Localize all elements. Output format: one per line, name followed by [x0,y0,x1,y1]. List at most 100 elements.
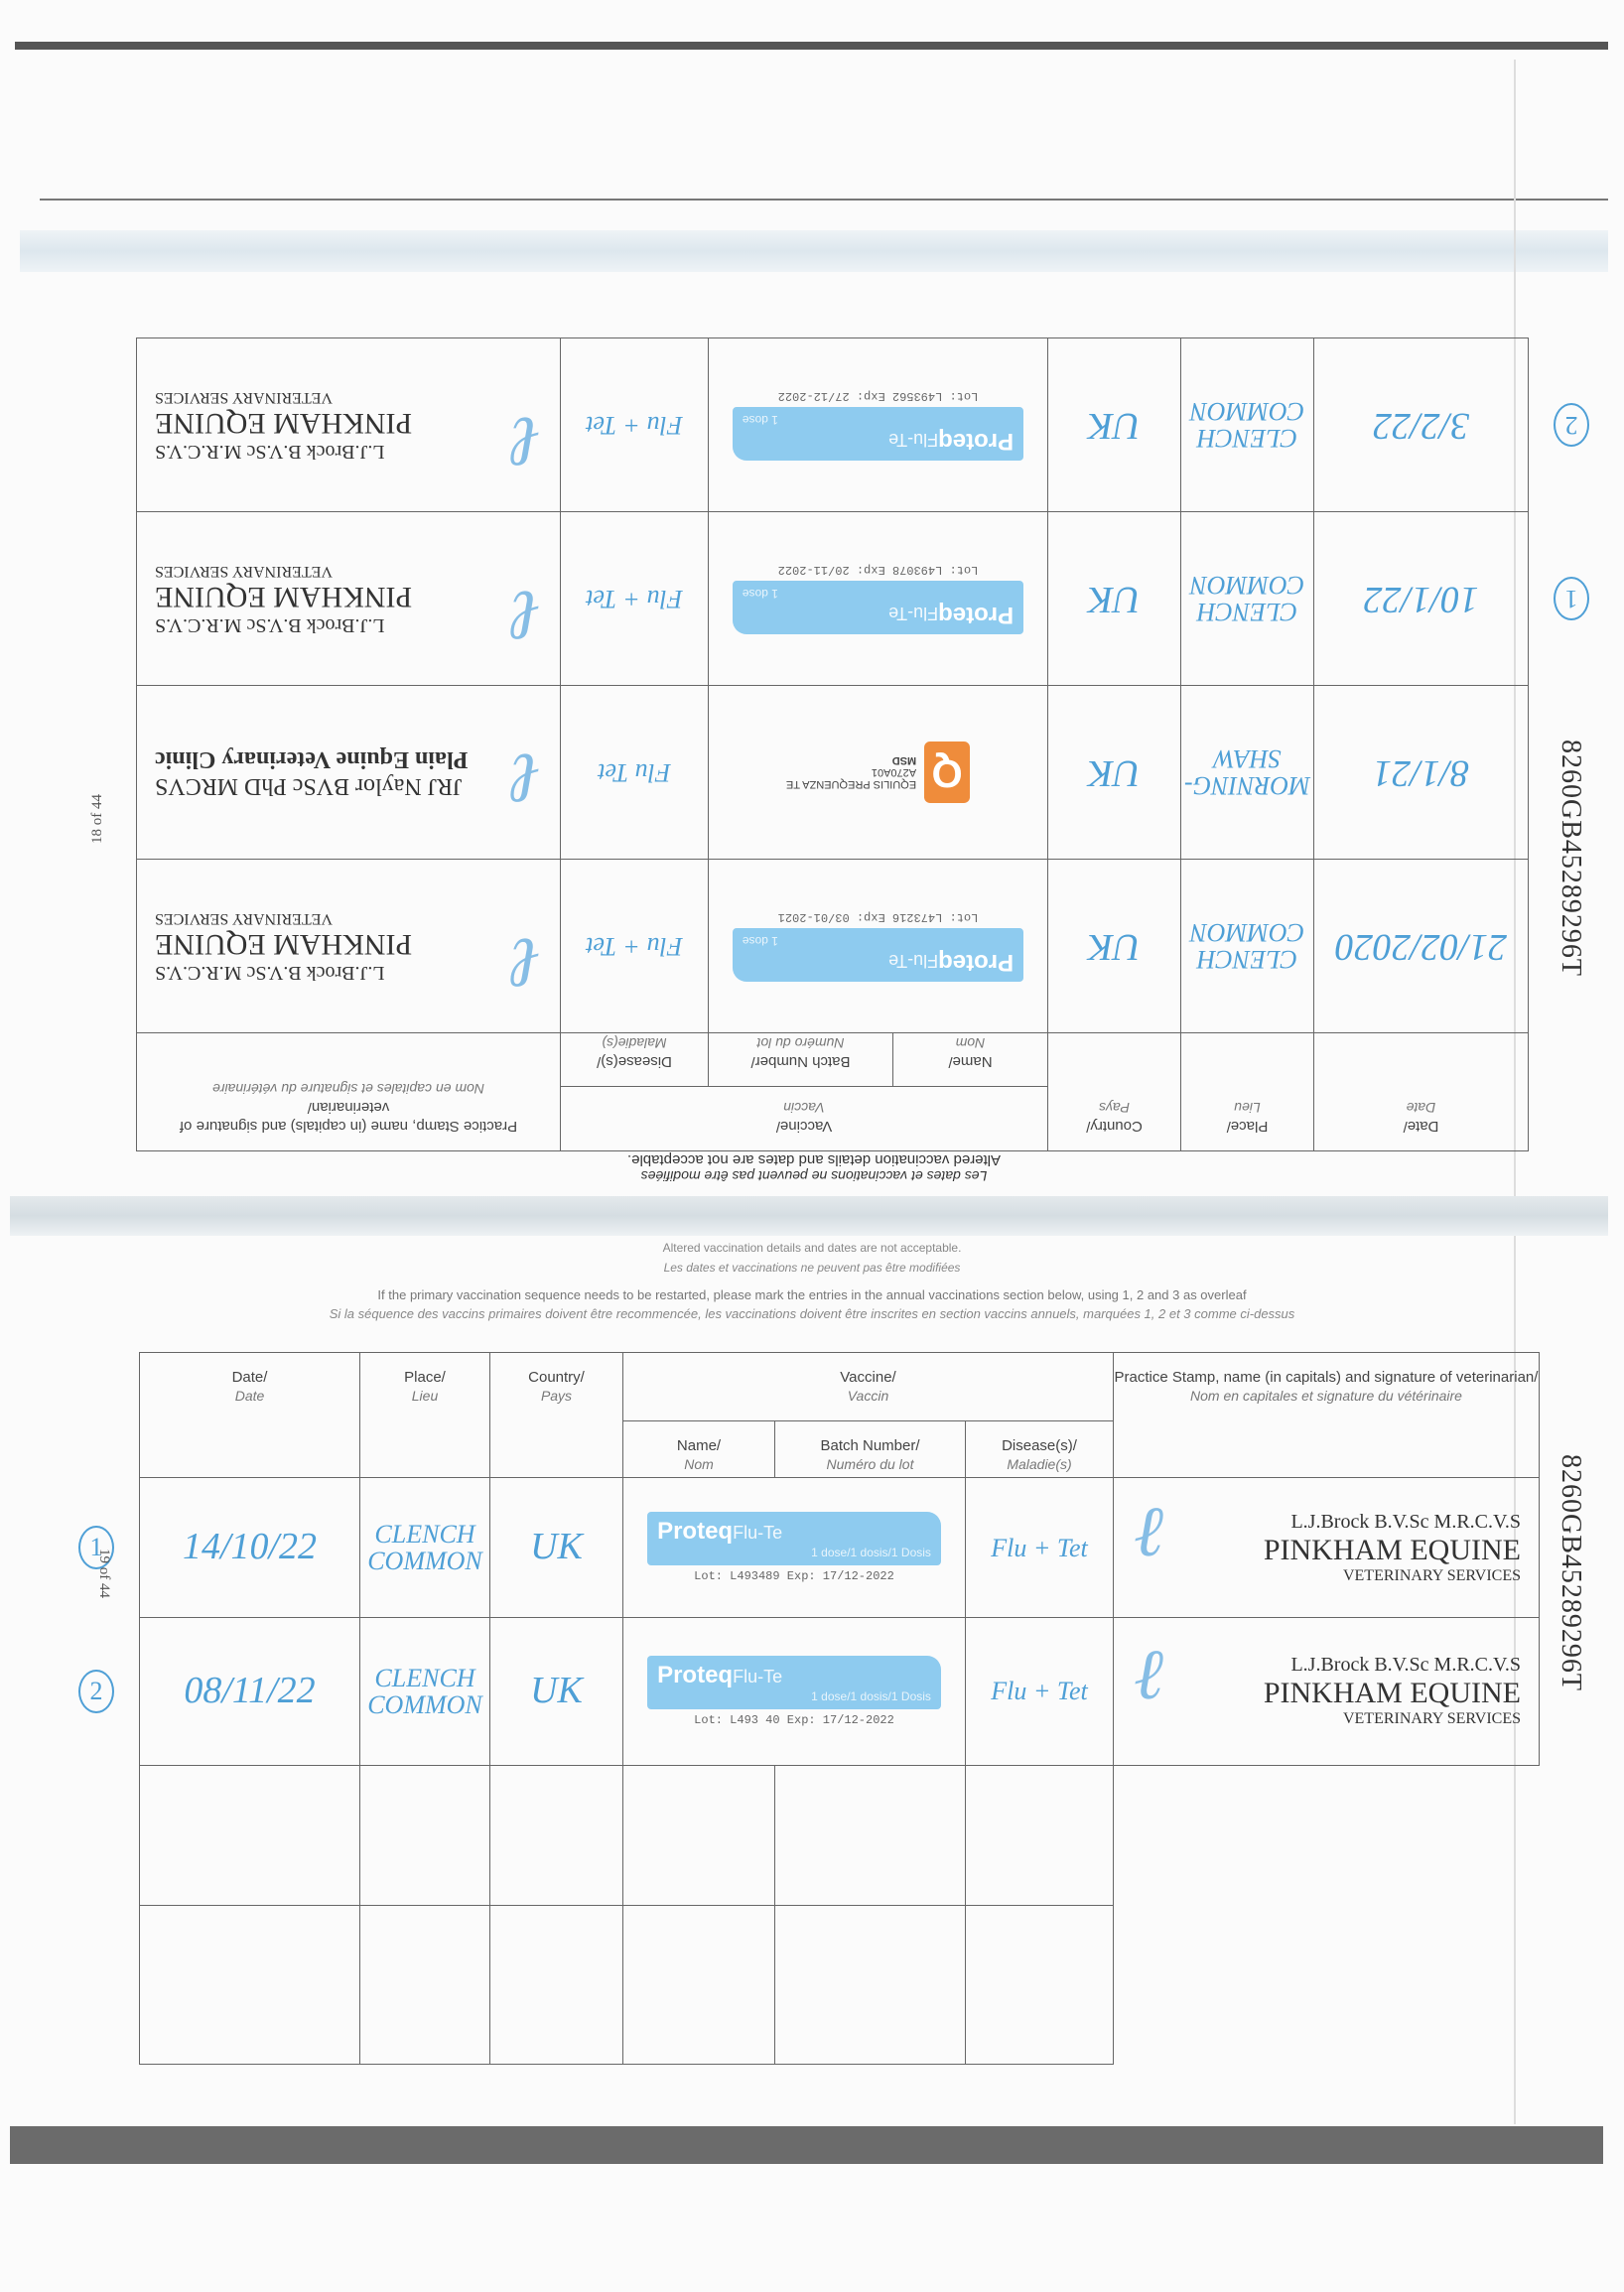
lower-page-number: 19 of 44 [96,1549,112,1598]
page-edge [1514,60,1516,2124]
signature: ℓ [510,922,540,1003]
stamp-line: L.J.Brock B.V.Sc M.R.C.V.S [1290,1510,1521,1533]
vaccine-product: EQUILIS PREQUENZA TE [785,778,917,791]
vaccine-dose: 1 dose [742,413,778,428]
header-label-fr: Nom [955,1034,986,1051]
header-batch: Batch Number/Numéro du lot [708,1032,893,1087]
stamp-cell: ℓ L.J.Brock B.V.Sc M.R.C.V.S PINKHAM EQUIN… [136,859,561,1033]
upper-notice: Les dates et vaccinations ne peuvent pas… [367,1151,1261,1184]
vaccination-table: Date/Date Place/Lieu Country/Pays Vaccine/V… [78,1351,1540,2066]
page-separator [10,1196,1608,1236]
country-cell: UK [489,1617,623,1766]
country-cell: UK [1047,511,1181,686]
header-subrow: Name/Nom Batch Number/Numéro du lot Diseas… [140,1420,1540,1479]
lot-number: Lot: L493 40 [694,1712,780,1727]
lot-number: Lot: L493489 [694,1569,780,1584]
practice-stamp: ℓ JRJ Naylor BVSc PhD MRCVS Plain Equine V… [137,739,560,818]
table-row: 1 14/10/22 CLENCH COMMON UK ProteqFlu-Te 1 do… [78,1477,1540,1619]
header-label-fr: Nom en capitales et signature du vétérin… [1190,1387,1462,1404]
upper-passport-id: 8260GB45289296T [1556,740,1586,977]
country-value: UK [530,1526,583,1568]
empty-cell [965,1764,1114,1906]
vaccine-sticker: Q EQUILIS PREQUENZA TE A270A01 MSD [709,742,1047,804]
instruction-fr: Si la séquence des vaccins primaires doi… [329,1306,1295,1321]
stamp-line: VETERINARY SERVICES [155,909,334,927]
header-country: Country/Pays [489,1351,623,1479]
stamp-line: JRJ Naylor BVSc PhD MRCVS [155,773,463,800]
header-label-fr: Pays [540,1387,573,1404]
vaccine-dose: 1 dose [742,587,778,602]
disease-cell: Flu + Tet [965,1477,1114,1619]
empty-cell [965,1904,1114,2066]
table-row: 8/1/21 MORNING- SHAW UK Q EQUILIS PREQUENZA … [136,685,1529,860]
header-label-fr: Lieu [411,1387,439,1404]
stamp-cell: ℓ L.J.Brock B.V.Sc M.R.C.V.S PINKHAM EQUIN… [1113,1617,1540,1766]
header-row: Date/Date Place/Lieu Country/Pays Vaccine/V… [136,1032,1529,1151]
date-cell: 21/02/2020 [1313,859,1529,1033]
scan-band [20,230,1608,272]
stamp-line: PINKHAM EQUINE [1263,1677,1521,1710]
manufacturer: MSD [891,754,917,767]
vaccine-sticker: ProteqFlu-Te 1 dose/1 dosis/1 Dosis [647,1655,941,1709]
vaccine-dose: 1 dose/1 dosis/1 Dosis [811,1546,931,1560]
header-disease: Disease(s)/Maladie(s) [965,1420,1114,1479]
vaccine-lot: Lot: L493562 Exp: 27/12-2022 [709,389,1047,403]
place-value: CLENCH COMMON [367,1663,482,1719]
lower-vaccination-table: Date/Date Place/Lieu Country/Pays Vaccine/V… [78,1351,1540,2066]
header-label: Date/ [231,1369,268,1386]
header-label-fr: Maladie(s) [1007,1456,1072,1473]
header-label: Name/ [676,1437,722,1455]
header-date: Date/Date [139,1351,360,1479]
empty-cell [489,1904,623,2066]
date-cell: 2 3/2/22 [1313,337,1589,512]
date-cell: 8/1/21 [1313,685,1529,860]
header-label-fr: Vaccin [847,1387,889,1404]
country-cell: UK [1047,685,1181,860]
vaccine-product: Flu-Te [733,1666,783,1686]
place-value: CLENCH COMMON [367,1519,482,1576]
vaccine-product: Flu-Te [888,604,939,624]
stamp-cell: ℓ JRJ Naylor BVSc PhD MRCVS Plain Equine V… [136,685,561,860]
vaccine-lot: Lot: L493 40 Exp: 17/12-2022 [623,1713,965,1727]
table-row [139,1904,1540,2066]
place-value: CLENCH COMMON [1189,571,1305,627]
header-label: Disease(s)/ [597,1052,672,1070]
equilis-logo: Q [924,742,971,804]
header-batch: Batch Number/Numéro du lot [774,1420,966,1479]
place-cell: CLENCH COMMON [1180,511,1314,686]
header-stamp: Practice Stamp, name (in capitals) and s… [136,1032,561,1151]
header-label: Practice Stamp, name (in capitals) and s… [1114,1369,1539,1386]
date-value: 3/2/22 [1372,404,1470,447]
header-label-fr: Maladie(s) [602,1034,667,1051]
header-label: Vaccine/ [840,1369,896,1386]
header-label-fr: Date [1406,1100,1436,1117]
place-cell: CLENCH COMMON [359,1477,490,1619]
place-value: CLENCH COMMON [1189,397,1305,454]
header-label-fr: Numéro du lot [826,1456,914,1473]
lot-number: Lot: L493562 [891,389,979,404]
expiry-date: Exp: 20/11-2022 [777,563,885,578]
upper-vaccination-table: Date/Date Place/Lieu Country/Pays Vaccine/V… [136,337,1589,1151]
date-value: 14/10/22 [182,1526,318,1568]
lot-number: Lot: L493078 [891,563,979,578]
header-label: Batch Number/ [750,1052,851,1070]
header-label-fr: Nom [684,1456,714,1473]
stamp-line: PINKHAM EQUINE [155,927,413,961]
disease-value: Flu + Tet [991,1533,1088,1562]
header-label: Disease(s)/ [1002,1437,1077,1455]
disease-cell: Flu Tet [560,685,709,860]
stamp-line: VETERINARY SERVICES [1342,1710,1521,1728]
stamp-line: VETERINARY SERVICES [155,562,334,580]
stamp-line: L.J.Brock B.V.Sc M.R.C.V.S [1290,1654,1521,1677]
header-label: Country/ [1086,1118,1143,1135]
place-value: MORNING- SHAW [1183,744,1311,801]
vaccine-sticker: ProteqFlu-Te 1 dose [732,581,1024,635]
header-label-fr: Date [234,1387,265,1404]
upper-page-number: 18 of 44 [89,794,105,844]
date-cell: 1 14/10/22 [78,1477,360,1619]
table-row: 1 10/1/22 CLENCH COMMON UK ProteqFlu-Te 1 dos… [136,511,1589,686]
date-cell: 1 10/1/22 [1313,511,1589,686]
place-cell: CLENCH COMMON [1180,337,1314,512]
table-row: 2 3/2/22 CLENCH COMMON UK ProteqFlu-Te 1 dose… [136,337,1589,512]
vaccine-product: Flu-Te [888,951,939,972]
